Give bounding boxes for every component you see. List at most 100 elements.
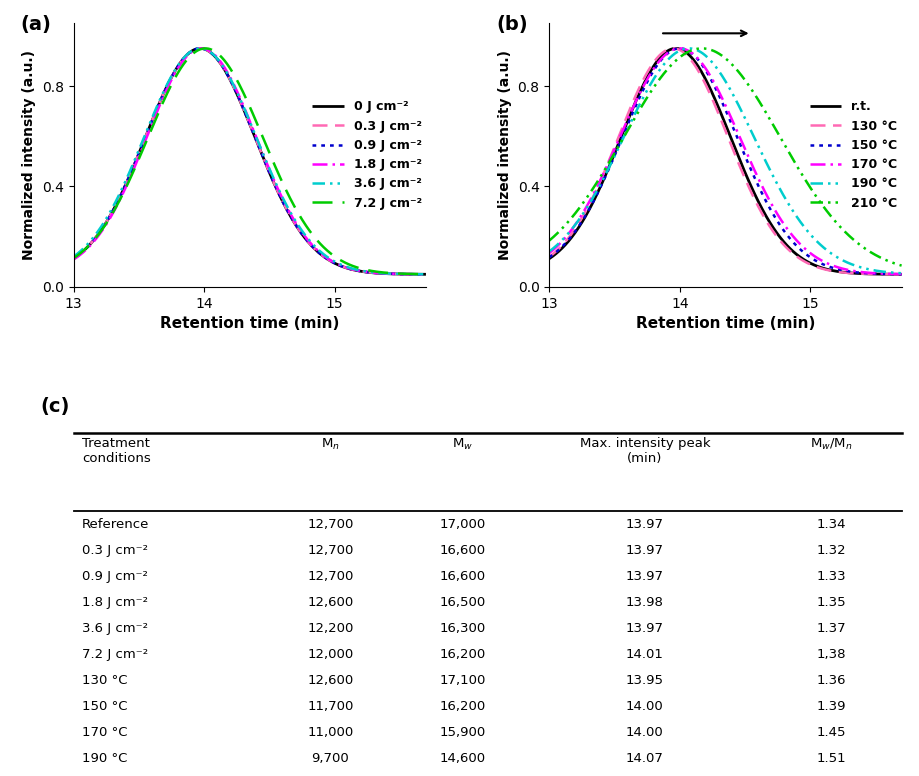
Text: 12,600: 12,600 <box>307 596 353 609</box>
r.t. <box>698 73 709 82</box>
0.9 J cm⁻² <box>68 254 79 263</box>
Text: 16,200: 16,200 <box>439 700 485 712</box>
1.8 J cm⁻² <box>310 244 321 254</box>
Text: 1.36: 1.36 <box>815 674 845 687</box>
170 °C <box>895 269 906 279</box>
130 °C <box>543 252 554 262</box>
Text: 17,000: 17,000 <box>439 518 485 531</box>
Text: 150 °C: 150 °C <box>82 700 127 712</box>
210 °C <box>696 43 707 53</box>
r.t. <box>785 245 796 255</box>
130 °C <box>579 207 590 217</box>
0.9 J cm⁻² <box>420 269 431 279</box>
170 °C <box>674 43 685 53</box>
210 °C <box>579 196 590 205</box>
Text: 1.45: 1.45 <box>815 726 845 739</box>
150 °C <box>579 211 590 220</box>
Text: 1.8 J cm⁻²: 1.8 J cm⁻² <box>82 596 148 609</box>
Text: M$_n$: M$_n$ <box>321 437 339 452</box>
0.9 J cm⁻² <box>223 73 234 82</box>
Text: 14.07: 14.07 <box>625 752 664 764</box>
190 °C <box>785 204 796 213</box>
0.3 J cm⁻² <box>195 43 206 53</box>
Line: 7.2 J cm⁻²: 7.2 J cm⁻² <box>74 48 425 274</box>
150 °C <box>818 260 829 269</box>
210 °C <box>818 203 829 213</box>
170 °C <box>818 258 829 267</box>
Text: 14.00: 14.00 <box>625 726 664 739</box>
190 °C <box>543 247 554 256</box>
150 °C <box>543 253 554 262</box>
Text: 14.01: 14.01 <box>625 648 664 660</box>
Text: 16,600: 16,600 <box>439 544 485 557</box>
170 °C <box>579 204 590 213</box>
Text: Reference: Reference <box>82 518 149 531</box>
Text: 1.34: 1.34 <box>815 518 845 531</box>
Line: 0.3 J cm⁻²: 0.3 J cm⁻² <box>74 48 425 274</box>
Text: (b): (b) <box>496 16 528 34</box>
Line: 0.9 J cm⁻²: 0.9 J cm⁻² <box>74 48 425 274</box>
190 °C <box>818 244 829 253</box>
0.3 J cm⁻² <box>68 254 79 263</box>
190 °C <box>683 43 694 53</box>
150 °C <box>686 49 697 58</box>
Text: 1.51: 1.51 <box>815 752 845 764</box>
Text: 0.9 J cm⁻²: 0.9 J cm⁻² <box>82 570 148 583</box>
3.6 J cm⁻² <box>343 263 354 272</box>
170 °C <box>824 260 835 269</box>
Text: 12,700: 12,700 <box>307 518 353 531</box>
170 °C <box>785 230 796 239</box>
130 °C <box>785 248 796 257</box>
0 J cm⁻² <box>210 54 221 63</box>
7.2 J cm⁻² <box>343 260 354 269</box>
7.2 J cm⁻² <box>104 213 115 223</box>
3.6 J cm⁻² <box>68 252 79 262</box>
Text: 12,200: 12,200 <box>307 622 353 635</box>
r.t. <box>895 269 906 279</box>
170 °C <box>543 248 554 258</box>
130 °C <box>686 57 697 66</box>
Line: r.t.: r.t. <box>549 48 901 274</box>
0 J cm⁻² <box>68 254 79 263</box>
Text: 14,600: 14,600 <box>439 752 485 764</box>
Line: 1.8 J cm⁻²: 1.8 J cm⁻² <box>74 48 425 274</box>
Text: 12,700: 12,700 <box>307 570 353 583</box>
Text: 1.32: 1.32 <box>815 544 845 557</box>
1.8 J cm⁻² <box>196 43 207 53</box>
Text: 1.37: 1.37 <box>815 622 845 635</box>
0 J cm⁻² <box>343 264 354 273</box>
Text: Max. intensity peak
(min): Max. intensity peak (min) <box>579 437 709 465</box>
Text: 13.97: 13.97 <box>625 622 664 635</box>
210 °C <box>698 44 709 54</box>
7.2 J cm⁻² <box>199 43 210 53</box>
Text: (a): (a) <box>21 16 51 34</box>
170 °C <box>686 48 697 57</box>
Text: 13.97: 13.97 <box>625 570 664 583</box>
0.3 J cm⁻² <box>223 73 234 82</box>
7.2 J cm⁻² <box>310 234 321 244</box>
Text: 7.2 J cm⁻²: 7.2 J cm⁻² <box>82 648 148 660</box>
Legend: r.t., 130 °C, 150 °C, 170 °C, 190 °C, 210 °C: r.t., 130 °C, 150 °C, 170 °C, 190 °C, 21… <box>804 95 902 215</box>
0.9 J cm⁻² <box>343 264 354 273</box>
Text: 13.98: 13.98 <box>625 596 664 609</box>
0.3 J cm⁻² <box>349 265 360 275</box>
3.6 J cm⁻² <box>104 208 115 217</box>
r.t. <box>670 43 681 53</box>
0.9 J cm⁻² <box>195 43 206 53</box>
7.2 J cm⁻² <box>210 48 221 57</box>
0.9 J cm⁻² <box>104 212 115 221</box>
Text: 3.6 J cm⁻²: 3.6 J cm⁻² <box>82 622 148 635</box>
150 °C <box>698 64 709 74</box>
3.6 J cm⁻² <box>310 243 321 252</box>
Text: 16,600: 16,600 <box>439 570 485 583</box>
1.8 J cm⁻² <box>210 52 221 61</box>
0 J cm⁻² <box>223 73 234 82</box>
Text: 11,700: 11,700 <box>307 700 353 712</box>
Text: 13.97: 13.97 <box>625 544 664 557</box>
Text: 17,100: 17,100 <box>439 674 485 687</box>
Text: 1.39: 1.39 <box>815 700 845 712</box>
130 °C <box>667 43 678 53</box>
Text: Treatment
conditions: Treatment conditions <box>82 437 151 465</box>
190 °C <box>579 206 590 215</box>
Text: 1.35: 1.35 <box>815 596 845 609</box>
